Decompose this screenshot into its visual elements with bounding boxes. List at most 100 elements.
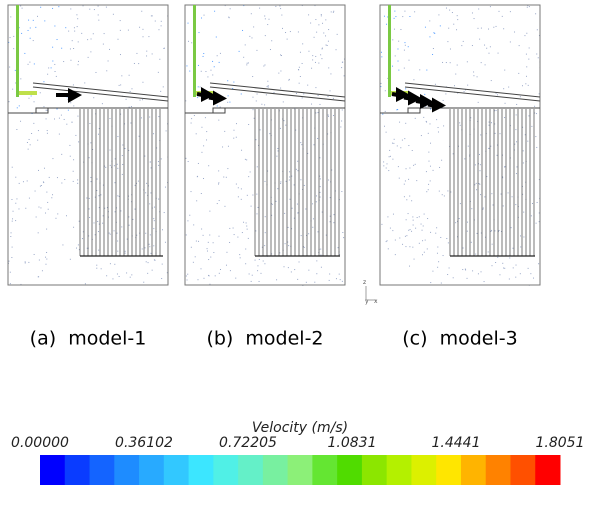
vector-dot bbox=[67, 109, 69, 111]
vector-dot bbox=[261, 246, 263, 248]
nozzle bbox=[16, 5, 19, 97]
vector-dot bbox=[383, 125, 385, 127]
vector-dot bbox=[141, 248, 143, 250]
vector-dot bbox=[474, 164, 476, 166]
vector-dot bbox=[538, 179, 540, 181]
vector-dot bbox=[384, 110, 386, 112]
vector-dot bbox=[388, 156, 390, 158]
vector-dot bbox=[226, 251, 228, 253]
vector-dot bbox=[128, 224, 130, 226]
vector-dot bbox=[514, 143, 516, 145]
vector-dot bbox=[20, 5, 22, 7]
vector-dot bbox=[229, 270, 231, 272]
vector-dot bbox=[327, 114, 329, 116]
vector-dot bbox=[496, 144, 498, 146]
vector-dot bbox=[149, 234, 151, 236]
vector-dot bbox=[394, 239, 396, 241]
vector-dot bbox=[449, 62, 451, 64]
vector-dot bbox=[293, 217, 295, 219]
vector-dot bbox=[58, 117, 60, 119]
colorbar-band bbox=[163, 455, 190, 485]
vector-dot bbox=[442, 99, 444, 101]
vector-dot bbox=[256, 93, 258, 95]
vector-dot bbox=[299, 75, 301, 77]
vector-dot bbox=[153, 259, 155, 261]
vector-dot bbox=[291, 228, 293, 230]
vector-dot bbox=[196, 176, 198, 178]
vector-dot bbox=[527, 140, 529, 142]
vector-dot bbox=[321, 211, 323, 213]
vector-dot bbox=[432, 270, 434, 272]
vector-dot bbox=[97, 220, 99, 222]
vector-dot bbox=[73, 27, 75, 29]
vector-dot bbox=[267, 24, 269, 26]
vector-dot bbox=[289, 31, 291, 33]
vector-dot bbox=[476, 189, 478, 191]
vector-dot bbox=[78, 220, 80, 222]
vector-dot bbox=[402, 243, 404, 245]
vector-dot bbox=[24, 261, 26, 263]
vector-dot bbox=[224, 205, 226, 207]
vector-dot bbox=[12, 88, 14, 90]
vector-dot bbox=[314, 5, 316, 7]
vector-dot bbox=[15, 176, 17, 178]
vector-dot bbox=[271, 40, 273, 42]
vector-dot bbox=[42, 181, 44, 183]
vector-dot bbox=[150, 167, 152, 169]
vector-dot bbox=[160, 90, 162, 92]
vector-dot bbox=[416, 217, 418, 219]
vector-dot bbox=[224, 130, 226, 132]
vector-dot bbox=[153, 133, 155, 135]
vector-dot bbox=[330, 73, 332, 75]
vector-dot bbox=[161, 229, 163, 231]
vector-dot bbox=[424, 26, 426, 28]
vector-dot bbox=[343, 58, 345, 60]
vector-dot bbox=[147, 185, 149, 187]
vector-dot bbox=[522, 150, 524, 152]
vector-dot bbox=[426, 248, 428, 250]
vector-dot bbox=[434, 83, 436, 85]
vector-dot bbox=[200, 70, 202, 72]
vector-dot bbox=[255, 139, 257, 141]
vector-dot bbox=[326, 44, 328, 46]
vector-dot bbox=[227, 168, 229, 170]
vector-dot bbox=[445, 7, 447, 9]
vector-dot bbox=[277, 148, 279, 150]
vector-dot bbox=[117, 136, 119, 138]
colorbar-band bbox=[535, 455, 561, 485]
vector-dot bbox=[251, 37, 253, 39]
vector-dot bbox=[252, 194, 254, 196]
vector-dot bbox=[341, 280, 343, 282]
vector-dot bbox=[524, 35, 526, 37]
vector-dot bbox=[262, 260, 264, 262]
vector-dot bbox=[106, 275, 108, 277]
vector-dot bbox=[525, 53, 527, 55]
vector-dot bbox=[249, 171, 251, 173]
vector-dot bbox=[47, 73, 49, 75]
vector-dot bbox=[496, 154, 498, 156]
vector-dot bbox=[267, 80, 269, 82]
vector-dot bbox=[480, 134, 482, 136]
vector-dot bbox=[58, 6, 60, 8]
vector-dot bbox=[516, 103, 518, 105]
domain bbox=[184, 4, 346, 286]
vector-dot bbox=[509, 11, 511, 13]
vector-dot bbox=[534, 112, 536, 114]
vector-dot bbox=[433, 32, 435, 34]
vector-dot bbox=[387, 216, 389, 218]
arrow-head bbox=[396, 87, 410, 102]
vector-dot bbox=[198, 32, 200, 34]
vector-dot bbox=[420, 223, 422, 225]
vector-dot bbox=[38, 206, 40, 208]
vector-dot bbox=[73, 226, 75, 228]
vector-dot bbox=[27, 148, 29, 150]
vector-dot bbox=[288, 78, 290, 80]
vector-dot bbox=[388, 170, 390, 172]
vector-dot bbox=[154, 206, 156, 208]
vector-dot bbox=[462, 269, 464, 271]
vector-dot bbox=[437, 131, 439, 133]
vector-dot bbox=[73, 105, 75, 107]
vector-dot bbox=[408, 145, 410, 147]
vector-dot bbox=[107, 216, 109, 218]
vector-dot bbox=[252, 76, 254, 78]
